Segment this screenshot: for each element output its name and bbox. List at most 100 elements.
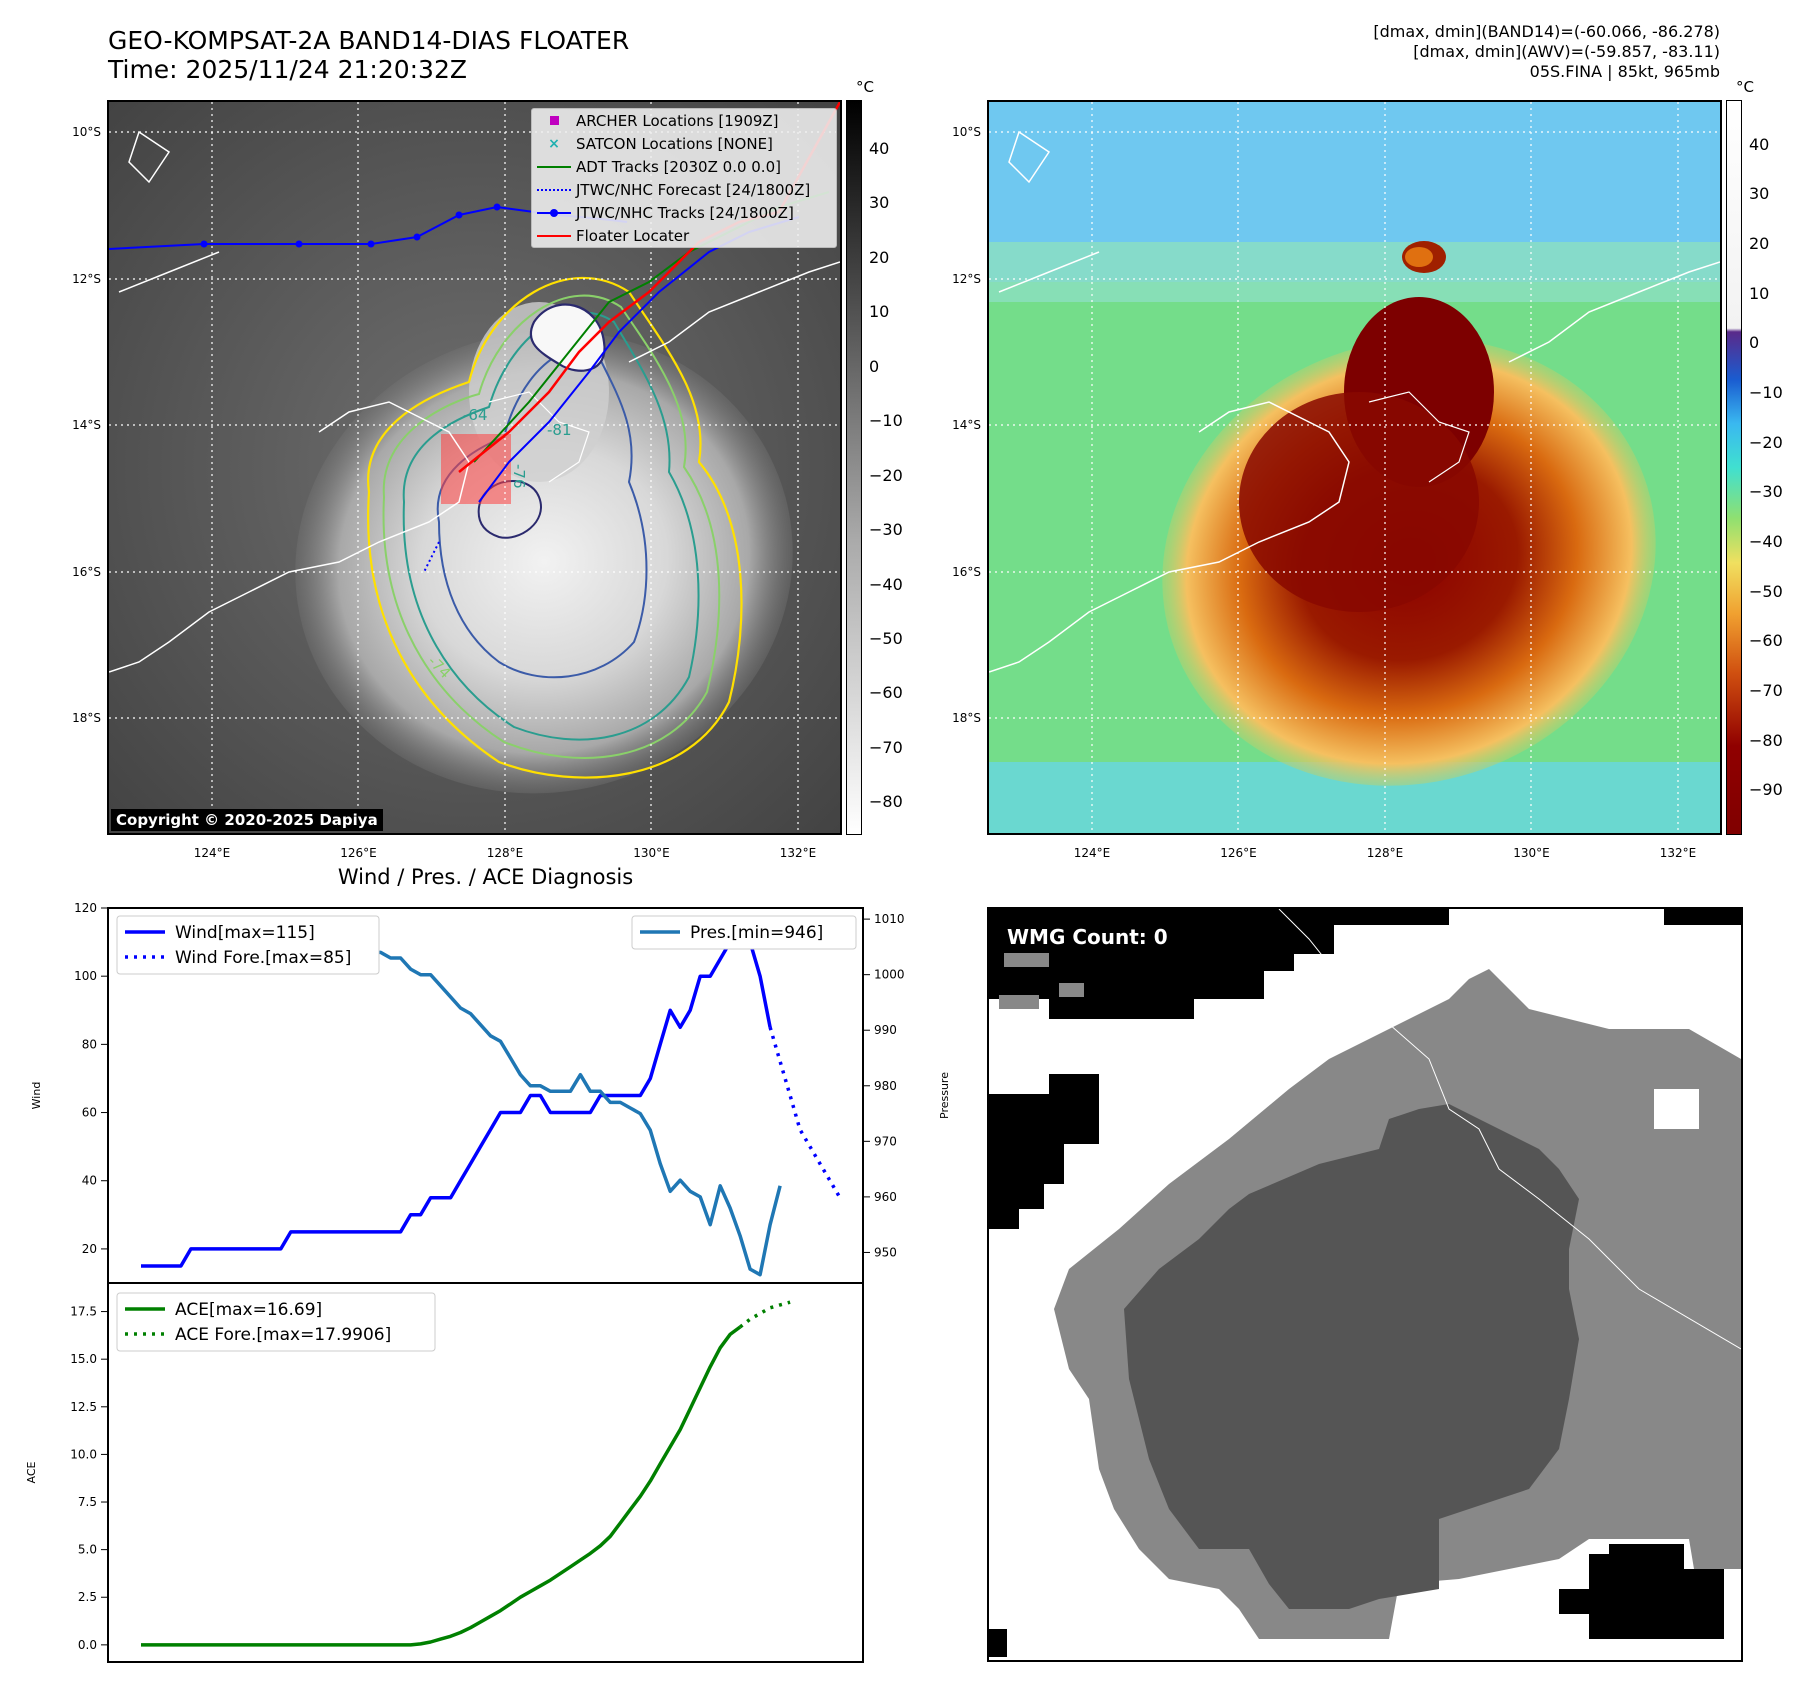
colorbar-gray-tick: −40 [869, 574, 903, 594]
colorbar-color-tick: −60 [1749, 631, 1783, 651]
pressure-axis-label: Pressure [938, 1072, 951, 1119]
legend-item-floater: Floater Locater [532, 224, 836, 247]
colorbar-color-tick: −50 [1749, 581, 1783, 601]
wind-ytick-label: 20 [82, 1242, 97, 1256]
wind-legend-box [116, 915, 380, 975]
wind-ytick-label: 40 [82, 1174, 97, 1188]
ace-ytick-label: 17.5 [70, 1305, 97, 1319]
contour-label-76: -76 [510, 464, 528, 489]
lon-tick-label: 132°E [779, 846, 817, 860]
pressure-ytick-label: 960 [874, 1190, 897, 1204]
contour-label-64: -64 [463, 406, 488, 424]
colorbar-color-unit: °C [1736, 78, 1754, 96]
lat-tick-label: 12°S [952, 271, 981, 286]
colorbar-color-tick: −20 [1749, 432, 1783, 452]
pressure-ytick-label: 980 [874, 1079, 897, 1093]
ace-ytick-label: 10.0 [70, 1447, 97, 1461]
lon-tick-label: 126°E [1220, 846, 1257, 860]
map-legend: ARCHER Locations [1909Z] × SATCON Locatio… [531, 108, 837, 248]
colorbar-color-tick: 30 [1749, 184, 1770, 204]
diagnosis-title: Wind / Pres. / ACE Diagnosis [337, 865, 634, 889]
colorbar-gray-tick: −50 [869, 629, 903, 648]
ace-ytick-label: 0.0 [78, 1638, 97, 1652]
ace-ytick-label: 7.5 [78, 1495, 97, 1509]
ace-ytick-label: 5.0 [78, 1543, 97, 1557]
pressure-ytick-label: 950 [874, 1245, 897, 1259]
color-map-canvas [989, 102, 1720, 833]
colorbar-color-tick: 20 [1749, 234, 1770, 254]
colorbar-gray-tick: 30 [869, 193, 890, 213]
lon-tick-label: 130°E [633, 846, 670, 860]
lon-tick-label: 128°E [486, 846, 524, 860]
ace-axes-frame [107, 1282, 864, 1663]
wmg-count-label: WMG Count: 0 [1007, 925, 1168, 949]
wmg-panel: WMG Count: 0 [987, 907, 1743, 1662]
ace-legend-label: ACE Fore.[max=17.9906] [175, 1325, 391, 1345]
legend-item-jtwc-tracks: JTWC/NHC Tracks [24/1800Z] [532, 201, 836, 224]
pressure-ytick-label: 1010 [874, 912, 905, 926]
colorbar-color-tick: −40 [1749, 531, 1783, 551]
legend-item-archer: ARCHER Locations [1909Z] [532, 109, 836, 132]
lon-tick-label: 132°E [1659, 846, 1697, 860]
colorbar-color-tick: −10 [1749, 383, 1783, 402]
wind-ytick-label: 60 [82, 1106, 97, 1120]
pressure-legend-box [631, 915, 857, 950]
ace-legend-box [116, 1292, 436, 1352]
lat-tick-label: 18°S [72, 711, 101, 725]
grayscale-colorbar [846, 100, 862, 835]
line-swatch-icon [537, 234, 571, 237]
colorbar-gray-tick: −60 [869, 683, 903, 703]
pressure-legend-label: Pres.[min=946] [690, 923, 823, 943]
dotted-line-swatch-icon [537, 188, 571, 191]
lon-tick-label: 124°E [1073, 846, 1111, 860]
colorbar-gray-tick: 10 [869, 302, 890, 322]
figure-title-line2: Time: 2025/11/24 21:20:32Z [108, 55, 467, 84]
lat-tick-label: 18°S [952, 711, 981, 725]
colorbar-gray-tick: −80 [869, 792, 903, 812]
copyright-label: Copyright © 2020-2025 Dapiya [111, 809, 383, 831]
colorbar-color-tick: 0 [1749, 333, 1760, 353]
lat-tick-label: 10°S [952, 125, 981, 139]
lat-tick-label: 16°S [952, 564, 981, 579]
ace-axis-label: ACE [25, 1461, 38, 1483]
colorbar-gray-tick: 0 [869, 356, 880, 376]
colorbar-gray-tick: −70 [869, 737, 903, 757]
colorbar-color-tick: −80 [1749, 730, 1783, 750]
colorbar-gray-tick: −30 [869, 520, 903, 540]
ace-legend-label: ACE[max=16.69] [175, 1300, 322, 1320]
pressure-ytick-label: 970 [874, 1134, 897, 1148]
lat-tick-label: 14°S [952, 418, 981, 432]
pressure-ytick-label: 1000 [874, 968, 905, 982]
colorbar-gray-tick: −10 [869, 411, 903, 431]
line-dot-swatch-icon [537, 208, 571, 217]
lon-tick-label: 128°E [1366, 846, 1404, 860]
colorbar-gray-unit: °C [856, 78, 874, 96]
color-colorbar [1726, 100, 1742, 835]
lon-tick-label: 124°E [193, 846, 231, 860]
colorbar-gray-tick: 40 [869, 139, 890, 158]
lat-tick-label: 12°S [72, 271, 101, 286]
lat-tick-label: 10°S [72, 125, 101, 139]
colorbar-color-tick: 40 [1749, 134, 1770, 154]
info-line2: [dmax, dmin](AWV)=(-59.857, -83.11) [1413, 42, 1720, 61]
colorbar-gray-tick: 20 [869, 247, 890, 267]
wind-ytick-label: 120 [74, 901, 97, 915]
info-line1: [dmax, dmin](BAND14)=(-60.066, -86.278) [1373, 22, 1720, 41]
series-line-2 [141, 928, 782, 1277]
legend-item-jtwc-forecast: JTWC/NHC Forecast [24/1800Z] [532, 178, 836, 201]
wind-ytick-label: 80 [82, 1037, 97, 1051]
ace-ytick-label: 2.5 [78, 1590, 97, 1604]
legend-item-satcon: × SATCON Locations [NONE] [548, 134, 773, 153]
x-marker-icon: × [548, 135, 560, 152]
ace-ytick-label: 15.0 [70, 1352, 97, 1366]
lon-tick-label: 126°E [340, 846, 377, 860]
ace-ytick-label: 12.5 [70, 1400, 97, 1414]
colorbar-gray-tick: −20 [869, 465, 903, 485]
series-line-0 [141, 923, 772, 1268]
wmg-canvas [989, 909, 1741, 1660]
contour-label-81: -81 [547, 421, 572, 439]
wind-legend-label: Wind[max=115] [175, 923, 315, 943]
square-marker-icon [549, 116, 559, 125]
lat-tick-label: 16°S [72, 564, 101, 579]
info-line3: 05S.FINA | 85kt, 965mb [1529, 62, 1720, 81]
